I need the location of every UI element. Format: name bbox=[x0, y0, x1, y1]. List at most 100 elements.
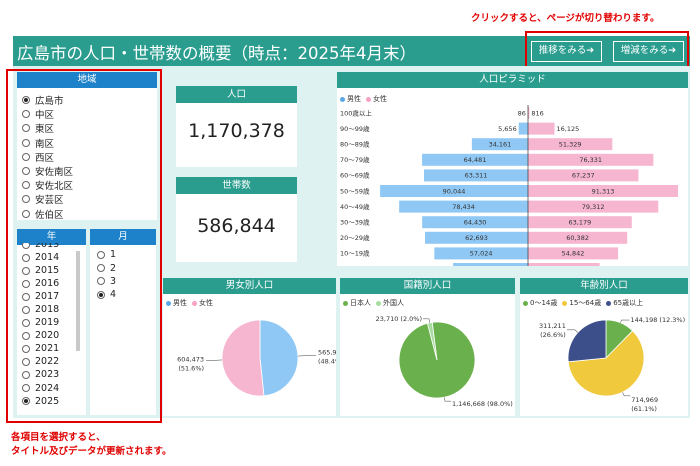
radio-circle-icon[interactable] bbox=[97, 277, 105, 286]
radio-circle-icon[interactable] bbox=[22, 138, 30, 147]
radio-circle-icon[interactable] bbox=[22, 209, 30, 218]
radio-circle-icon[interactable] bbox=[22, 195, 30, 204]
year-option-label: 2015 bbox=[35, 265, 60, 277]
year-option[interactable]: 2023 bbox=[22, 368, 59, 381]
region-option[interactable]: 南区 bbox=[22, 136, 73, 150]
radio-circle-icon[interactable] bbox=[22, 305, 30, 314]
pyramid-male-bar bbox=[453, 263, 528, 266]
pyramid-male-bar bbox=[425, 231, 528, 244]
year-option[interactable]: 2020 bbox=[22, 329, 59, 342]
radio-circle-icon[interactable] bbox=[22, 397, 30, 406]
region-option[interactable]: 広島市 bbox=[22, 93, 73, 107]
households-card-title: 世帯数 bbox=[176, 177, 297, 194]
slicer-annotation-line2: タイトル及びデータが更新されます。 bbox=[11, 446, 172, 457]
region-option[interactable]: 安佐南区 bbox=[22, 164, 73, 178]
pyramid-female-value: 67,237 bbox=[572, 172, 595, 180]
year-scrollbar[interactable] bbox=[76, 251, 80, 351]
radio-circle-icon[interactable] bbox=[22, 384, 30, 393]
year-list-viewport[interactable]: 2013 2014 2015 2016 2017 2018 2019 2020 2021 2022… bbox=[22, 243, 78, 413]
region-list: 広島市 中区東区南区西区 安佐南区安佐北区 安芸区 佐伯区 bbox=[22, 93, 73, 221]
pyramid-male-value: 5,656 bbox=[498, 125, 517, 133]
gender-male-dot bbox=[166, 300, 171, 306]
radio-circle-icon[interactable] bbox=[22, 110, 30, 119]
nationality-card: 国籍別人口 日本人 外国人 23,710 (2.0%) 1,146,668 (98… bbox=[340, 278, 515, 416]
radio-circle-icon[interactable] bbox=[22, 96, 30, 105]
age-working-dot bbox=[562, 300, 568, 306]
region-option[interactable]: 安佐北区 bbox=[22, 178, 73, 192]
year-option[interactable]: 2015 bbox=[22, 264, 59, 277]
radio-circle-icon[interactable] bbox=[22, 292, 30, 301]
nationality-legend-jp: 日本人 bbox=[350, 299, 371, 307]
pyramid-female-bar bbox=[528, 138, 613, 151]
pyramid-chart: 100歳以上 86 816 90～99歳 5,656 16,125 80～89歳 34,161… bbox=[340, 105, 678, 266]
pyramid-male-value: 64,481 bbox=[464, 156, 487, 164]
nationality-jp-label: 1,146,668 (98.0%) bbox=[452, 400, 513, 408]
radio-circle-icon[interactable] bbox=[22, 357, 30, 366]
radio-circle-icon[interactable] bbox=[22, 331, 30, 340]
radio-circle-icon[interactable] bbox=[22, 167, 30, 176]
year-option[interactable]: 2014 bbox=[22, 251, 59, 264]
radio-circle-icon[interactable] bbox=[22, 370, 30, 379]
pyramid-male-bar bbox=[380, 185, 528, 197]
region-option-label: 西区 bbox=[35, 152, 55, 164]
change-button[interactable]: 増減をみる➔ bbox=[613, 41, 684, 62]
age-working-leader bbox=[622, 392, 631, 397]
region-option[interactable]: 佐伯区 bbox=[22, 207, 73, 221]
age-old-dot bbox=[606, 300, 612, 306]
region-option[interactable]: 東区 bbox=[22, 121, 73, 135]
pyramid-female-value: 60,382 bbox=[566, 234, 589, 242]
radio-circle-icon[interactable] bbox=[97, 290, 105, 299]
pyramid-female-bar bbox=[528, 107, 530, 119]
region-option[interactable]: 安芸区 bbox=[22, 192, 73, 206]
region-option-label: 東区 bbox=[35, 124, 55, 136]
radio-circle-icon[interactable] bbox=[97, 264, 105, 273]
radio-circle-icon[interactable] bbox=[22, 124, 30, 133]
month-option[interactable]: 4 bbox=[97, 288, 116, 301]
age-slice bbox=[567, 330, 645, 397]
year-option[interactable]: 2019 bbox=[22, 316, 59, 329]
gender-legend-female: 女性 bbox=[199, 299, 213, 307]
region-option-label: 南区 bbox=[35, 138, 55, 150]
radio-circle-icon[interactable] bbox=[22, 253, 30, 262]
radio-circle-icon[interactable] bbox=[22, 152, 30, 161]
year-option[interactable]: 2018 bbox=[22, 303, 59, 316]
year-option[interactable]: 2017 bbox=[22, 290, 59, 303]
month-option-label: 3 bbox=[110, 275, 117, 287]
year-option[interactable]: 2024 bbox=[22, 382, 59, 395]
pyramid-female-value: 816 bbox=[531, 109, 543, 117]
year-option-label: 2021 bbox=[35, 343, 60, 355]
region-option-label: 安佐北区 bbox=[35, 181, 74, 193]
region-option[interactable]: 中区 bbox=[22, 107, 73, 121]
year-option[interactable]: 2013 bbox=[22, 243, 59, 251]
buttons-highlight-box bbox=[525, 31, 689, 69]
pyramid-female-bar bbox=[528, 153, 654, 166]
year-option[interactable]: 2016 bbox=[22, 277, 59, 290]
radio-circle-icon[interactable] bbox=[22, 344, 30, 353]
radio-circle-icon[interactable] bbox=[97, 250, 105, 259]
radio-circle-icon[interactable] bbox=[22, 243, 30, 249]
year-option[interactable]: 2022 bbox=[22, 355, 59, 368]
pyramid-female-bar bbox=[528, 247, 619, 260]
radio-circle-icon[interactable] bbox=[22, 279, 30, 288]
year-option-label: 2013 bbox=[35, 243, 60, 251]
pyramid-female-value: 79,312 bbox=[582, 203, 605, 211]
gender-slice bbox=[221, 319, 265, 397]
pyramid-male-value: 62,693 bbox=[465, 234, 488, 242]
region-option[interactable]: 西区 bbox=[22, 150, 73, 164]
age-pie: 144,198 (12.3%) 714,969(61.1%) 311,211(26.… bbox=[539, 316, 685, 413]
age-legend-young: 0～14歳 bbox=[530, 299, 558, 307]
month-option[interactable]: 2 bbox=[97, 261, 116, 274]
pyramid-male-value: 57,024 bbox=[470, 250, 493, 258]
age-old-value-label: 311,211 bbox=[539, 322, 566, 330]
radio-circle-icon[interactable] bbox=[22, 266, 30, 275]
year-option[interactable]: 2025 bbox=[22, 395, 59, 408]
month-option[interactable]: 1 bbox=[97, 248, 116, 261]
radio-circle-icon[interactable] bbox=[22, 318, 30, 327]
pyramid-legend: 男性 女性 bbox=[340, 94, 392, 104]
households-value: 586,844 bbox=[197, 215, 276, 237]
radio-circle-icon[interactable] bbox=[22, 181, 30, 190]
trend-button[interactable]: 推移をみる➔ bbox=[531, 41, 602, 62]
month-option[interactable]: 3 bbox=[97, 275, 116, 288]
year-option[interactable]: 2021 bbox=[22, 342, 59, 355]
